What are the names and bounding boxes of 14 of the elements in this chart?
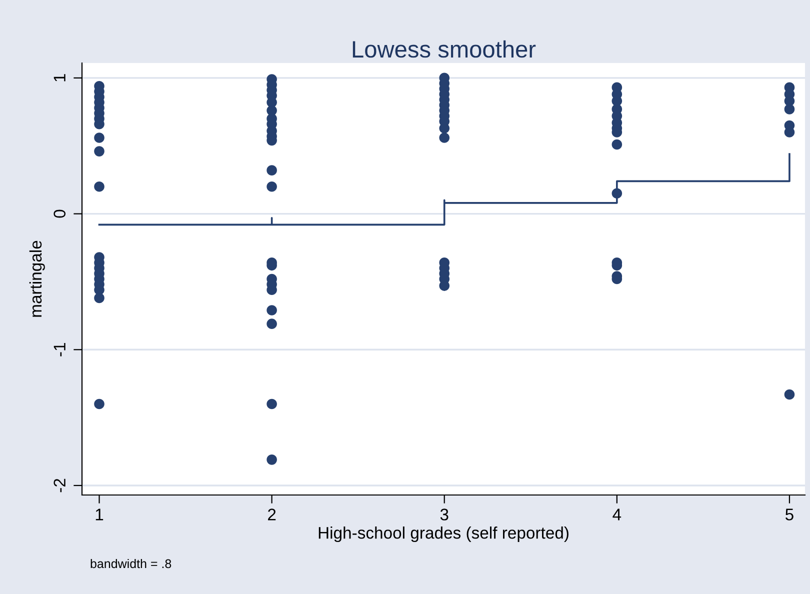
y-tick-label: -1 (54, 343, 66, 356)
x-tick-label: 2 (268, 508, 276, 520)
y-axis-title: martingale (29, 240, 45, 317)
x-axis-title: High-school grades (self reported) (318, 526, 568, 542)
x-tick-label: 1 (96, 508, 104, 520)
y-tick-label: 1 (54, 74, 66, 82)
x-tick-label: 5 (786, 508, 794, 520)
text: bandwidth = .8 (90, 558, 172, 568)
y-tick-label: -2 (54, 478, 66, 492)
chart-title: Lowess smoother (352, 40, 536, 58)
line-series (98, 153, 790, 226)
x-tick-label: 3 (440, 508, 448, 520)
y-tick-label: 0 (54, 210, 66, 218)
x-tick-label: 4 (612, 508, 622, 520)
